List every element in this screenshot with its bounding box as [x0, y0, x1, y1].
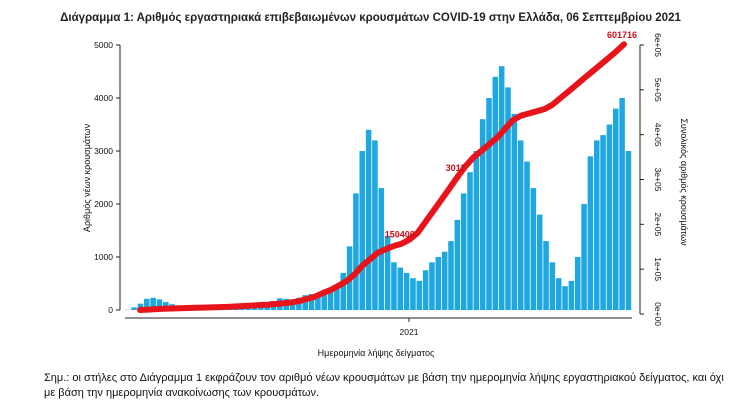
daily-cases-bar — [486, 98, 492, 310]
right-axis-tick-label: 0e+00 — [653, 302, 663, 326]
daily-cases-bar — [498, 66, 505, 310]
chart-title: Διάγραμμα 1: Αριθμός εργαστηριακά επιβεβ… — [60, 12, 681, 24]
daily-cases-bar — [549, 262, 556, 310]
daily-cases-bar — [555, 278, 562, 310]
daily-cases-bar — [600, 135, 606, 310]
daily-cases-bar — [251, 306, 258, 310]
daily-cases-bar — [321, 292, 327, 310]
daily-cases-bar — [574, 257, 581, 310]
daily-cases-bar — [479, 119, 486, 310]
daily-cases-bar — [581, 204, 587, 310]
daily-cases-bar — [372, 140, 378, 310]
daily-cases-bar — [435, 257, 442, 310]
daily-cases-bar — [359, 151, 366, 310]
daily-cases-bar — [340, 272, 347, 310]
daily-cases-bar — [137, 303, 144, 310]
x-axis: 2021 — [125, 317, 632, 337]
cumulative-line-group: 150406 3011 601716 — [137, 30, 637, 313]
right-axis-tick-label: 3e+05 — [653, 168, 663, 192]
cumulative-point-label: 150406 — [385, 230, 415, 240]
daily-cases-bar — [384, 235, 391, 310]
daily-cases-bar — [327, 291, 334, 310]
daily-cases-bar — [334, 286, 340, 310]
daily-cases-bar — [302, 295, 308, 310]
daily-cases-bar — [245, 307, 251, 310]
y-axis-right-label: Συνολικός αριθμός κρουσμάτων — [679, 118, 689, 246]
left-axis-tick-label: 0 — [108, 305, 113, 315]
right-axis-tick-label: 4e+05 — [653, 123, 663, 147]
right-axis-tick-label: 5e+05 — [653, 78, 663, 102]
right-axis: 0e+00 1e+05 2e+05 3e+05 4e+05 5e+05 6e+05 — [639, 33, 663, 326]
right-axis-tick-label: 2e+05 — [653, 212, 663, 236]
daily-cases-bar — [524, 161, 530, 310]
daily-cases-bar — [410, 278, 416, 310]
left-axis-tick-label: 4000 — [94, 93, 113, 103]
y-axis-left-label: Αριθμός νέων κρουσμάτων — [82, 123, 92, 232]
daily-cases-bar — [391, 262, 397, 310]
daily-cases-bar — [150, 297, 156, 310]
daily-cases-bar — [568, 280, 575, 310]
daily-cases-bar — [454, 219, 461, 310]
daily-cases-bar — [530, 188, 537, 310]
left-axis: 0 1000 2000 3000 4000 5000 — [94, 40, 121, 315]
daily-cases-bar — [308, 294, 315, 310]
cumulative-cases-line — [137, 41, 627, 313]
daily-cases-bar — [397, 267, 404, 310]
daily-cases-bar — [593, 140, 600, 310]
daily-cases-bar — [543, 241, 549, 310]
daily-cases-bar — [505, 87, 511, 311]
right-axis-tick-label: 1e+05 — [653, 257, 663, 281]
daily-cases-bar — [365, 129, 372, 310]
daily-cases-bar — [625, 151, 632, 310]
daily-cases-bar — [536, 214, 543, 310]
daily-cases-bar — [441, 251, 448, 310]
left-axis-tick-label: 5000 — [94, 40, 113, 50]
daily-cases-bar — [144, 298, 150, 310]
daily-cases-bar — [422, 270, 429, 310]
chart-note: Σημ.: οι στήλες στο Διάγραμμα 1 εκφράζου… — [44, 372, 724, 399]
daily-cases-bar — [587, 156, 594, 310]
x-axis-label: Ημερομηνία λήψης δείγματος — [318, 348, 435, 358]
daily-cases-bar — [562, 286, 568, 310]
daily-cases-bar — [131, 307, 137, 310]
daily-cases-bar — [467, 172, 473, 310]
daily-cases-bar — [448, 241, 454, 310]
right-axis-tick-label: 6e+05 — [653, 33, 663, 57]
daily-cases-bar — [403, 272, 410, 310]
daily-cases-bar — [315, 293, 321, 310]
daily-cases-bar — [473, 151, 480, 310]
left-axis-tick-label: 3000 — [94, 146, 113, 156]
x-axis-tick-label: 2021 — [400, 327, 419, 337]
daily-cases-bar — [606, 124, 613, 310]
daily-cases-bar — [511, 113, 518, 311]
daily-cases-bar — [619, 98, 625, 310]
daily-cases-bar — [156, 299, 163, 310]
daily-cases-bar — [492, 76, 499, 310]
daily-cases-bar — [429, 262, 435, 310]
daily-cases-bar — [612, 108, 619, 310]
daily-cases-bar — [517, 140, 524, 310]
cumulative-point-label: 3011 — [446, 163, 466, 173]
left-axis-tick-label: 2000 — [94, 199, 113, 209]
daily-cases-bar — [416, 280, 423, 310]
cumulative-point-label: 601716 — [607, 30, 637, 40]
daily-cases-bar — [460, 193, 467, 310]
left-axis-tick-label: 1000 — [94, 252, 113, 262]
daily-cases-bar — [353, 193, 359, 310]
